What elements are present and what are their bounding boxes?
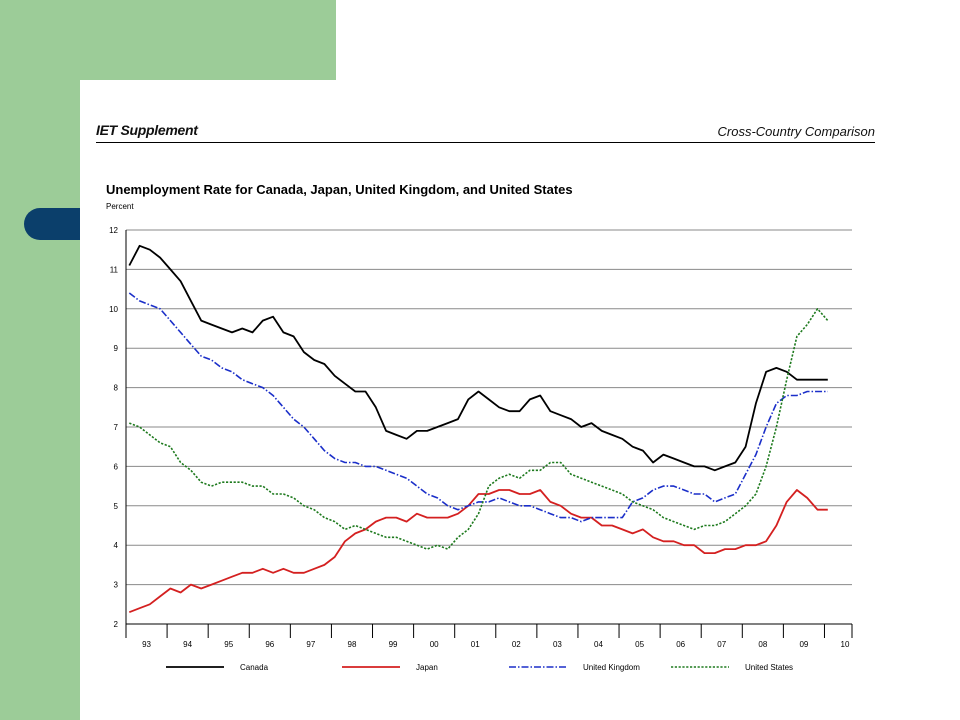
- unemployment-line-chart: 2 3 4 5 6 7 8 9 10 11 12 93 94 95 96 97 98 99 00 01 02 03 04 0…: [109, 226, 853, 672]
- x-tick-label: 01: [471, 640, 480, 649]
- grid-lines: [125, 229, 853, 638]
- series-line-canada: [128, 244, 828, 472]
- y-tick-label: 12: [109, 226, 118, 235]
- y-tick-label: 4: [114, 541, 119, 550]
- y-tick-label: 3: [114, 581, 119, 590]
- y-tick-label: 7: [114, 423, 119, 432]
- series-lines: [128, 244, 829, 614]
- series-line-united-kingdom: [128, 292, 828, 523]
- y-tick-label: 10: [109, 305, 118, 314]
- y-tick-label: 11: [110, 265, 119, 274]
- legend-label-united-states: United States: [745, 663, 793, 672]
- y-tick-label: 9: [114, 344, 119, 353]
- green-sidebar: [0, 0, 80, 720]
- slide-content-area: [80, 80, 960, 720]
- legend: Canada Japan United Kingdom United States: [166, 663, 793, 672]
- x-tick-label: 99: [389, 640, 398, 649]
- x-tick-label: 10: [841, 640, 850, 649]
- legend-label-united-kingdom: United Kingdom: [583, 663, 640, 672]
- x-tick-label: 02: [512, 640, 521, 649]
- x-tick-label: 93: [142, 640, 151, 649]
- chart-title: Unemployment Rate for Canada, Japan, Uni…: [106, 182, 573, 197]
- x-tick-labels: 93 94 95 96 97 98 99 00 01 02 03 04 05 06 07 08 09 10: [142, 640, 850, 649]
- y-axis-unit-label: Percent: [106, 202, 134, 211]
- x-tick-label: 96: [265, 640, 274, 649]
- header-rule: [96, 142, 875, 143]
- legend-label-canada: Canada: [240, 663, 269, 672]
- x-tick-label: 00: [430, 640, 439, 649]
- x-tick-label: 05: [635, 640, 644, 649]
- x-tick-label: 95: [224, 640, 233, 649]
- x-tick-label: 09: [799, 640, 808, 649]
- y-tick-label: 8: [114, 384, 119, 393]
- series-line-united-states: [129, 308, 829, 550]
- x-tick-label: 97: [306, 640, 315, 649]
- x-tick-label: 07: [717, 640, 726, 649]
- y-tick-label: 2: [114, 620, 119, 629]
- x-tick-label: 94: [183, 640, 192, 649]
- y-tick-label: 6: [114, 462, 119, 471]
- x-tick-label: 08: [758, 640, 767, 649]
- navy-tab-marker: [24, 208, 80, 240]
- x-tick-label: 98: [348, 640, 357, 649]
- x-tick-label: 04: [594, 640, 603, 649]
- header-title-left: IET Supplement: [96, 122, 198, 138]
- legend-label-japan: Japan: [416, 663, 438, 672]
- y-tick-labels: 2 3 4 5 6 7 8 9 10 11 12: [109, 226, 118, 629]
- header-title-right: Cross-Country Comparison: [717, 124, 876, 139]
- y-tick-label: 5: [114, 502, 119, 511]
- x-tick-label: 06: [676, 640, 685, 649]
- series-line-japan: [128, 489, 828, 614]
- x-tick-label: 03: [553, 640, 562, 649]
